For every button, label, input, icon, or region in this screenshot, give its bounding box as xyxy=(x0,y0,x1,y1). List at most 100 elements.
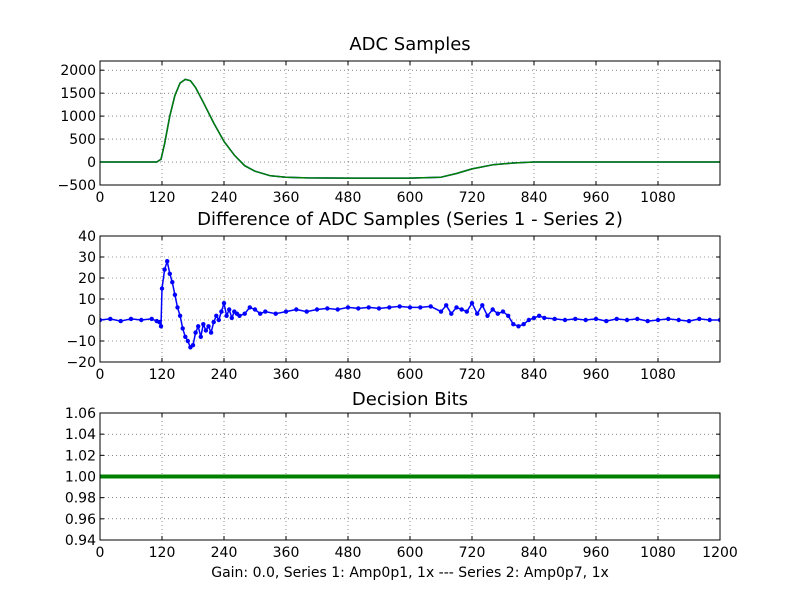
data-point xyxy=(283,309,289,314)
x-tick-label: 480 xyxy=(335,545,362,561)
data-point xyxy=(335,307,340,312)
x-tick-label: 720 xyxy=(459,367,486,383)
chart-title: ADC Samples xyxy=(349,34,470,55)
x-tick-label: 240 xyxy=(211,545,238,561)
data-point xyxy=(214,313,219,318)
data-point xyxy=(449,311,454,316)
data-point xyxy=(552,316,557,322)
data-point xyxy=(454,305,459,310)
y-tick-label: 10 xyxy=(78,292,96,308)
data-point xyxy=(516,324,521,329)
data-point xyxy=(159,286,165,291)
x-tick-label: 1080 xyxy=(640,367,676,383)
chart-1: ADC Samples 0 120 240 360 480 600 720 840 960 1080… xyxy=(58,34,721,206)
x-tick-label: 840 xyxy=(521,545,548,561)
x-tick-label: 1200 xyxy=(702,545,738,561)
data-point xyxy=(366,305,371,310)
data-point xyxy=(100,317,103,323)
chart-2: Difference of ADC Samples (Series 1 - Se… xyxy=(66,209,721,383)
x-tick-label: 240 xyxy=(211,367,238,383)
data-point xyxy=(258,311,263,316)
x-tick-label: 960 xyxy=(583,545,610,561)
x-tick-label: 120 xyxy=(149,367,176,383)
data-point xyxy=(376,306,382,311)
y-tick-label: −20 xyxy=(66,355,96,371)
data-point xyxy=(480,303,485,308)
x-tick-label: 0 xyxy=(96,367,105,383)
data-point xyxy=(180,326,185,331)
data-point xyxy=(172,292,178,297)
data-point xyxy=(224,313,229,318)
y-tick-label: 0 xyxy=(87,155,96,171)
data-point xyxy=(407,305,413,310)
data-point xyxy=(242,311,247,316)
data-point xyxy=(676,317,681,323)
data-point xyxy=(562,317,568,323)
data-point xyxy=(495,311,500,316)
data-point xyxy=(438,309,444,314)
data-point xyxy=(221,301,227,306)
data-point xyxy=(604,318,609,324)
data-point xyxy=(108,316,113,322)
y-tick-label: 1000 xyxy=(60,109,96,125)
data-point xyxy=(624,317,630,323)
figure-caption: Gain: 0.0, Series 1: Amp0p1, 1x --- Seri… xyxy=(211,565,609,581)
data-point xyxy=(418,305,423,310)
x-tick-label: 600 xyxy=(397,367,424,383)
data-point xyxy=(206,324,211,329)
data-point xyxy=(227,307,232,312)
data-point xyxy=(237,313,242,318)
data-point xyxy=(583,317,588,323)
data-point xyxy=(170,280,175,285)
series-line-2 xyxy=(100,78,720,179)
data-point xyxy=(325,306,330,311)
data-point xyxy=(201,322,206,327)
x-tick-label: 120 xyxy=(149,190,176,206)
data-point xyxy=(475,311,480,316)
data-point xyxy=(252,307,258,312)
chart-title: Difference of ADC Samples (Series 1 - Se… xyxy=(197,209,623,230)
data-point xyxy=(614,316,619,322)
data-point xyxy=(573,316,578,322)
y-tick-label: 1.04 xyxy=(65,427,96,443)
x-tick-label: 0 xyxy=(96,190,105,206)
data-point xyxy=(345,305,351,310)
x-tick-label: 360 xyxy=(273,545,300,561)
data-point xyxy=(469,301,475,306)
data-point xyxy=(537,313,542,318)
x-tick-label: 120 xyxy=(149,545,176,561)
data-point xyxy=(167,271,172,276)
y-tick-label: 1.02 xyxy=(65,448,96,464)
data-point xyxy=(294,307,299,312)
x-tick-label: 960 xyxy=(583,190,610,206)
data-point xyxy=(635,316,640,322)
data-point xyxy=(203,328,209,333)
data-point xyxy=(219,309,224,314)
data-point xyxy=(208,330,214,335)
data-point xyxy=(216,317,221,323)
x-tick-label: 480 xyxy=(335,367,362,383)
data-point xyxy=(149,316,154,322)
data-point xyxy=(175,305,180,310)
data-point xyxy=(506,313,511,318)
data-point xyxy=(118,318,123,324)
x-tick-label: 600 xyxy=(397,545,424,561)
x-tick-label: 600 xyxy=(397,190,424,206)
data-point xyxy=(139,317,144,323)
y-tick-label: 1.00 xyxy=(65,470,96,486)
data-point xyxy=(177,313,183,318)
data-point xyxy=(531,315,537,321)
plot-frame xyxy=(99,60,721,186)
data-point xyxy=(485,313,490,318)
y-tick-label: 30 xyxy=(78,250,96,266)
data-point xyxy=(193,330,198,335)
x-tick-label: 1080 xyxy=(640,545,676,561)
y-tick-label: 0.94 xyxy=(65,533,96,549)
data-point xyxy=(666,316,671,322)
y-tick-label: 2000 xyxy=(60,63,96,79)
data-point xyxy=(526,317,531,323)
data-point xyxy=(185,338,190,344)
x-tick-label: 840 xyxy=(521,367,548,383)
data-point xyxy=(198,334,203,339)
